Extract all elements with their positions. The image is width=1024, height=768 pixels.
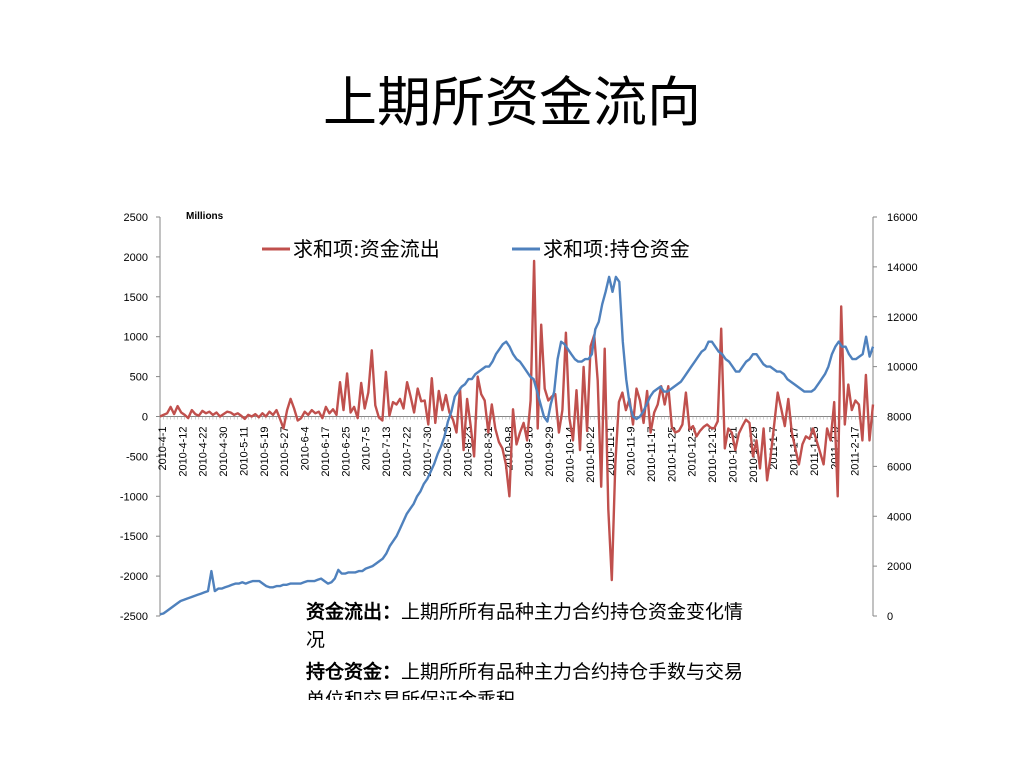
chart-legend: 求和项:资金流出 求和项:持仓资金 bbox=[262, 237, 690, 261]
series-line-fund-outflow bbox=[159, 259, 875, 582]
right-tick-label: 0 bbox=[887, 611, 893, 623]
description-box: 资金流出：上期所所有品种主力合约持仓资金变化情况 持仓资金：上期所所有品种主力合… bbox=[306, 598, 756, 700]
x-tick-label: 2010-11-25 bbox=[666, 427, 678, 482]
x-tick-label: 2010-4-30 bbox=[218, 427, 230, 477]
x-axis-tick-labels: 2010-4-1 2010-4-12 2010-4-22 2010-4-30 2010-… bbox=[157, 416, 874, 483]
left-tick-label: 2500 bbox=[124, 212, 148, 224]
left-tick-label: 1000 bbox=[124, 332, 148, 344]
x-tick-label: 2010-11-17 bbox=[646, 427, 658, 482]
x-tick-label: 2010-8-31 bbox=[483, 427, 495, 477]
right-tick-label: 16000 bbox=[887, 212, 918, 224]
x-tick-label: 2010-4-1 bbox=[157, 427, 169, 471]
description-position-label: 持仓资金： bbox=[306, 661, 402, 683]
x-tick-label: 2010-10-14 bbox=[564, 427, 576, 483]
left-tick-label: 500 bbox=[130, 372, 148, 384]
left-tick-label: -2500 bbox=[120, 611, 148, 623]
series-line-position-funds bbox=[159, 275, 875, 616]
x-tick-label: 2010-4-22 bbox=[198, 427, 210, 477]
legend-label-outflow: 求和项:资金流出 bbox=[293, 237, 440, 261]
description-outflow: 资金流出：上期所所有品种主力合约持仓资金变化情况 bbox=[306, 598, 756, 654]
right-tick-label: 8000 bbox=[887, 412, 911, 424]
left-tick-label: -1500 bbox=[120, 531, 148, 543]
x-tick-label: 2010-6-25 bbox=[340, 427, 352, 477]
right-tick-label: 10000 bbox=[887, 362, 918, 374]
x-tick-label: 2010-6-17 bbox=[320, 427, 332, 477]
slide-title: 上期所资金流向 bbox=[323, 71, 701, 134]
x-tick-label: 2010-7-30 bbox=[422, 427, 434, 477]
x-tick-label: 2010-6-4 bbox=[300, 427, 312, 471]
left-tick-label: 0 bbox=[142, 412, 148, 424]
x-tick-label: 2010-12-3 bbox=[687, 427, 699, 477]
left-tick-label: -1000 bbox=[120, 491, 148, 503]
series-layer bbox=[159, 259, 875, 616]
x-tick-label: 2010-9-29 bbox=[544, 427, 556, 477]
description-position: 持仓资金：上期所所有品种主力合约持仓手数与交易单位和交易所保证金乘积 bbox=[306, 658, 756, 700]
right-tick-label: 4000 bbox=[887, 511, 911, 523]
x-tick-label: 2010-4-12 bbox=[177, 427, 189, 477]
x-tick-label: 2010-5-19 bbox=[259, 427, 271, 477]
description-outflow-label: 资金流出： bbox=[306, 601, 402, 623]
description-position-text: 上期所所有品种主力合约持仓手数与交易单位和交易所保证金乘积 bbox=[306, 661, 744, 700]
x-tick-label: 2010-11-9 bbox=[626, 427, 638, 476]
x-tick-label: 2010-10-22 bbox=[585, 427, 597, 483]
x-tick-label: 2011-2-17 bbox=[850, 427, 862, 476]
x-tick-label: 2010-5-11 bbox=[238, 427, 250, 476]
x-tick-label: 2011-1-25 bbox=[809, 427, 821, 476]
x-tick-label: 2010-12-13 bbox=[707, 427, 719, 483]
x-tick-label: 2010-7-5 bbox=[361, 427, 373, 471]
description-outflow-text: 上期所所有品种主力合约持仓资金变化情况 bbox=[306, 601, 744, 651]
left-tick-label: -500 bbox=[126, 451, 148, 463]
right-axis-tick-labels: 16000 14000 12000 10000 8000 6000 4000 2000 0 bbox=[873, 212, 918, 623]
x-tick-label: 2010-8-13 bbox=[442, 427, 454, 477]
right-tick-label: 6000 bbox=[887, 461, 911, 473]
right-tick-label: 12000 bbox=[887, 312, 918, 324]
left-tick-label: 1500 bbox=[124, 292, 148, 304]
right-tick-label: 14000 bbox=[887, 262, 918, 274]
unit-label: Millions bbox=[186, 211, 224, 222]
x-tick-label: 2010-7-22 bbox=[401, 427, 413, 477]
x-tick-label: 2011-1-17 bbox=[789, 427, 801, 476]
legend-label-position: 求和项:持仓资金 bbox=[543, 237, 690, 261]
x-tick-label: 2010-5-27 bbox=[279, 427, 291, 477]
right-tick-label: 2000 bbox=[887, 561, 911, 573]
left-tick-label: 2000 bbox=[124, 252, 148, 264]
left-axis-tick-labels: 2500 2000 1500 1000 500 0 -500 -1000 -1500 -2000 -… bbox=[120, 212, 160, 623]
left-tick-label: -2000 bbox=[120, 571, 148, 583]
x-tick-label: 2010-7-13 bbox=[381, 427, 393, 477]
